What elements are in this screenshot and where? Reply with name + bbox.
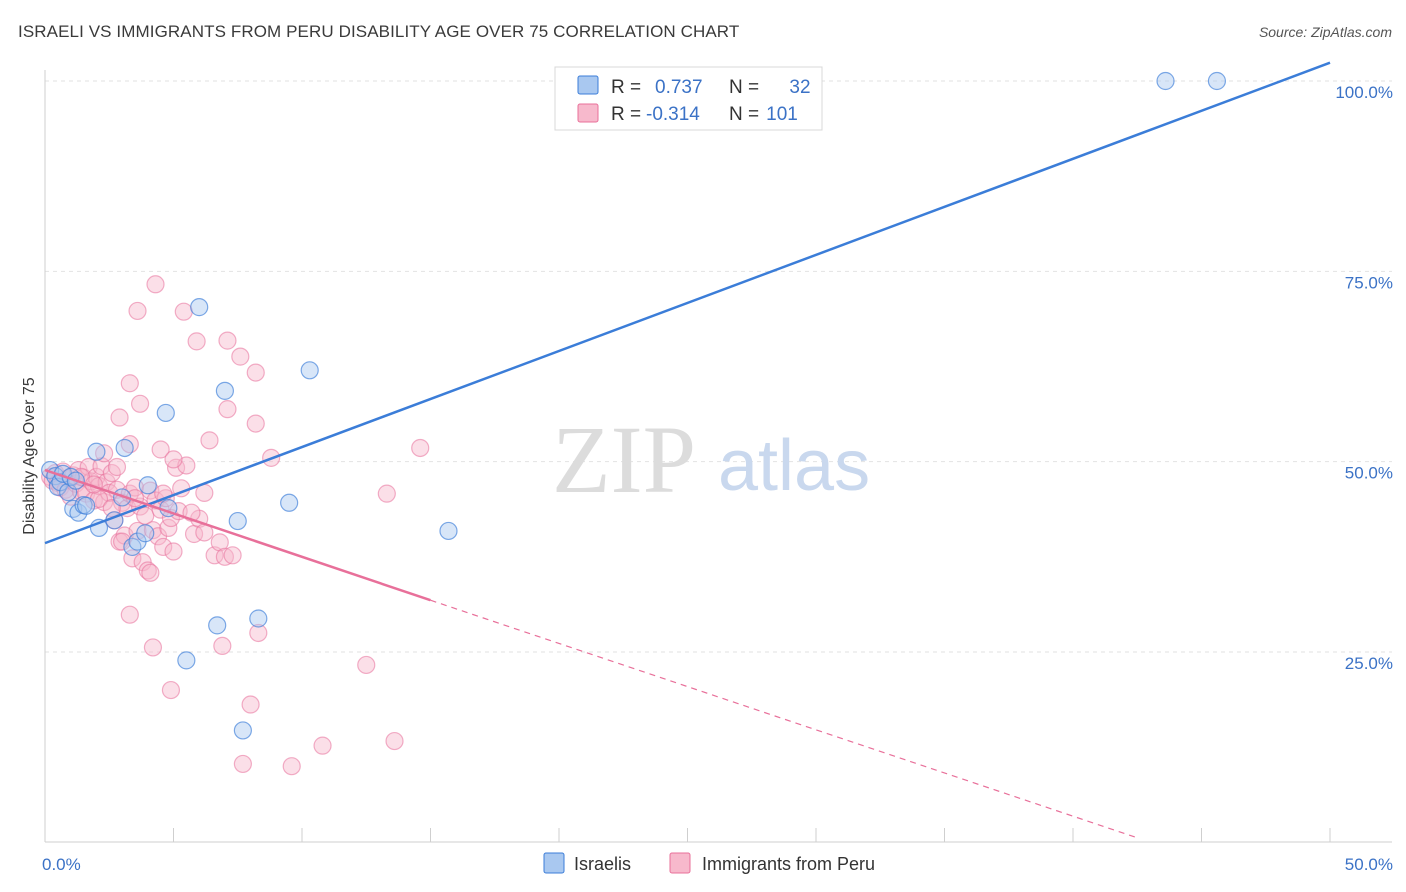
peru-point: [218, 400, 237, 419]
peru-point: [246, 414, 265, 433]
peru-point: [377, 484, 396, 503]
israeli-point: [1156, 71, 1175, 91]
peru-point: [246, 363, 265, 382]
peru-trend-extension: [430, 599, 1138, 839]
israeli-point: [280, 493, 299, 512]
series-legend-swatch-israelis: [543, 852, 565, 874]
watermark-zip: ZIP: [552, 406, 696, 513]
israeli-point: [136, 524, 155, 543]
israeli-point: [300, 361, 319, 380]
israeli-point: [233, 721, 252, 740]
legend-r-value-1: 0.737: [655, 77, 703, 98]
legend-n-value-1: 32: [789, 77, 810, 98]
peru-point: [313, 736, 332, 755]
israeli-point: [156, 403, 175, 423]
axes: [44, 70, 1392, 843]
peru-trend-line: [44, 468, 431, 602]
peru-point: [223, 546, 242, 565]
israeli-point: [123, 537, 142, 557]
peru-point: [130, 394, 150, 413]
legend-n-label-2: N =: [729, 104, 759, 125]
legend-r-value-2: -0.314: [646, 104, 700, 125]
peru-point: [146, 275, 165, 294]
peru-point: [218, 331, 237, 350]
israeli-points: [41, 71, 1227, 740]
legend-n-label-1: N =: [729, 77, 759, 98]
peru-point: [282, 757, 301, 776]
peru-point: [143, 638, 163, 657]
y-tick-label: 75.0%: [1345, 273, 1393, 292]
x-tick-label: 50.0%: [1345, 855, 1393, 874]
peru-point: [120, 605, 139, 624]
peru-point: [112, 532, 132, 551]
peru-point: [249, 623, 268, 643]
peru-point: [154, 537, 173, 557]
israeli-point: [208, 616, 227, 635]
legend-n-value-2: 101: [766, 104, 798, 125]
series-legend-swatch-peru: [669, 852, 691, 874]
peru-point: [231, 347, 250, 366]
peru-point: [138, 561, 157, 580]
y-axis-title: Disability Age Over 75: [21, 377, 38, 535]
watermark-atlas: atlas: [718, 426, 870, 506]
israeli-point: [115, 438, 134, 458]
y-tick-label: 25.0%: [1345, 654, 1393, 673]
israeli-point: [228, 511, 247, 531]
peru-point: [110, 408, 129, 427]
peru-point: [241, 695, 260, 714]
peru-point: [357, 655, 376, 675]
israeli-point: [1207, 71, 1227, 91]
legend-r-label-1: R =: [611, 77, 641, 98]
y-tick-label: 50.0%: [1345, 464, 1393, 483]
peru-point: [411, 438, 430, 458]
series-legend-label-peru: Immigrants from Peru: [702, 854, 875, 874]
x-tick-labels: 0.0% 50.0%: [42, 855, 1393, 874]
israeli-point: [77, 496, 96, 515]
peru-point: [215, 547, 234, 566]
source-credit: Source: ZipAtlas.com: [1258, 24, 1392, 40]
peru-point: [210, 533, 229, 552]
peru-point: [187, 332, 206, 351]
israeli-point: [112, 488, 132, 507]
peru-point: [161, 680, 181, 700]
peru-point: [164, 450, 183, 469]
israeli-point: [249, 609, 268, 628]
legend-r-label-2: R =: [611, 104, 641, 125]
y-tick-label: 100.0%: [1335, 83, 1393, 102]
grid-lines: [45, 80, 1392, 653]
israeli-point: [190, 298, 209, 317]
peru-point: [174, 302, 193, 321]
peru-point: [200, 431, 219, 450]
israeli-trend-line: [44, 61, 1331, 545]
israeli-point: [87, 442, 106, 461]
peru-point: [107, 457, 127, 477]
series-legend-label-israelis: Israelis: [574, 854, 631, 874]
series-legend: Israelis Immigrants from Peru: [543, 852, 875, 874]
trend-lines: [44, 61, 1331, 839]
peru-point: [233, 754, 252, 774]
y-tick-labels: 25.0% 50.0% 75.0% 100.0%: [1335, 83, 1393, 673]
israeli-point: [138, 476, 157, 495]
peru-point: [128, 301, 147, 321]
peru-point: [120, 374, 139, 393]
israeli-point: [215, 381, 234, 400]
legend-swatch-peru: [577, 103, 599, 123]
peru-point: [385, 731, 404, 751]
peru-point: [79, 457, 98, 477]
chart-title: ISRAELI VS IMMIGRANTS FROM PERU DISABILI…: [18, 22, 740, 41]
legend-swatch-israelis: [577, 75, 599, 95]
israeli-point: [177, 651, 196, 670]
x-tick-label: 0.0%: [42, 855, 81, 874]
peru-point: [164, 542, 183, 561]
peru-point: [151, 440, 170, 459]
peru-point: [95, 444, 114, 463]
peru-point: [141, 563, 160, 582]
israeli-point: [439, 521, 458, 541]
peru-point: [213, 636, 232, 656]
correlation-legend: R = 0.737 N = 32 R = -0.314 N = 101: [554, 66, 823, 131]
